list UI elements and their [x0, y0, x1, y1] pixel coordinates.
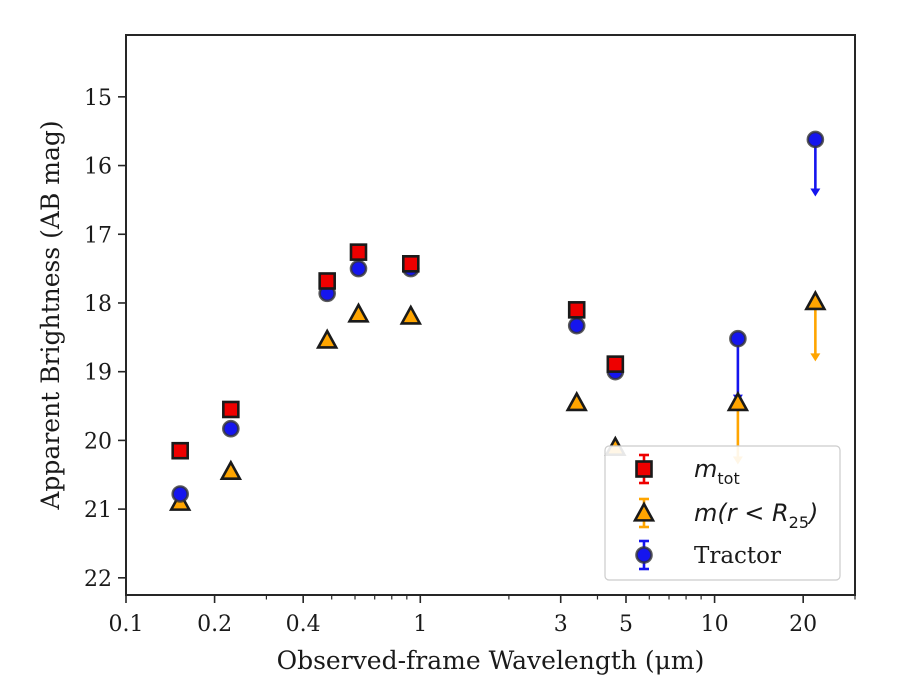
- x-axis: 0.1 0.2 0.4 1 3 5 10 20: [109, 595, 856, 637]
- mr25-upper-limit-1: [810, 301, 821, 362]
- y-tick-label-6: 21: [84, 498, 112, 523]
- legend-label-mtot-sub: tot: [717, 469, 739, 488]
- mtot-point-3: [349, 243, 368, 261]
- tractor-point-0: [171, 485, 189, 503]
- mr25-limit-point-0: [726, 390, 750, 412]
- mtot-point-4: [401, 255, 420, 273]
- tractor-point-3: [349, 259, 368, 278]
- y-tick-label-4: 19: [84, 361, 112, 386]
- y-tick-label-1: 16: [84, 155, 112, 180]
- mr25-point-4: [399, 304, 422, 325]
- y-tick-label-3: 18: [84, 292, 112, 317]
- legend: mtot m(r < R25) Tractor: [604, 445, 841, 581]
- mtot-point-5: [567, 301, 586, 319]
- legend-box: [604, 445, 841, 581]
- x-tick-label-2: 0.4: [286, 612, 321, 637]
- legend-marker-mr25: [632, 497, 656, 529]
- legend-label-mr25-sub: 25: [789, 513, 809, 532]
- mtot-point-2: [318, 272, 336, 290]
- legend-symbol-mtot: [635, 460, 653, 478]
- legend-marker-tractor: [635, 539, 653, 571]
- legend-label-mtot-main: m: [694, 455, 717, 483]
- mtot-point-0: [171, 441, 189, 460]
- mr25-point-3: [347, 302, 370, 323]
- legend-symbol-mr25: [632, 501, 656, 522]
- x-tick-label-1: 0.2: [197, 612, 232, 637]
- y-tick-label-7: 22: [84, 567, 112, 592]
- tractor-point-1: [222, 419, 240, 438]
- x-tick-label-3: 1: [413, 612, 427, 637]
- y-tick-label-0: 15: [84, 86, 112, 111]
- y-axis-label: Apparent Brightness (AB mag): [36, 120, 65, 510]
- x-tick-label-6: 10: [701, 612, 729, 637]
- legend-label-mr25-end: ): [807, 499, 818, 527]
- mr25-point-5: [565, 390, 588, 412]
- y-tick-label-5: 20: [84, 429, 112, 454]
- legend-label-tractor: Tractor: [694, 543, 781, 569]
- data-marks: [168, 130, 827, 511]
- y-tick-label-2: 17: [84, 223, 112, 248]
- mr25-limit-point-1: [804, 289, 827, 311]
- legend-marker-mtot: [635, 453, 653, 485]
- x-tick-label-0: 0.1: [109, 612, 144, 637]
- x-tick-label-4: 3: [554, 612, 568, 637]
- plot-frame: [125, 34, 856, 596]
- mr25-point-1: [219, 459, 243, 480]
- x-axis-label: Observed-frame Wavelength (μm): [277, 646, 705, 675]
- legend-label-mr25-main: m(r < R: [694, 499, 789, 527]
- x-tick-label-7: 20: [789, 612, 817, 637]
- mtot-point-6: [606, 355, 625, 373]
- legend-symbol-tractor: [635, 546, 653, 564]
- legend-label-mr25: m(r < R25): [694, 499, 818, 532]
- tractor-limit-point-0: [729, 329, 747, 348]
- legend-label-mtot: mtot: [694, 455, 740, 488]
- y-axis: 15 16 17 18 19 20 21 22: [84, 86, 126, 592]
- tractor-point-5: [567, 316, 586, 335]
- tractor-limit-point-1: [806, 130, 825, 149]
- x-tick-label-5: 5: [619, 612, 633, 637]
- mtot-point-1: [222, 400, 240, 419]
- mr25-point-2: [315, 328, 339, 349]
